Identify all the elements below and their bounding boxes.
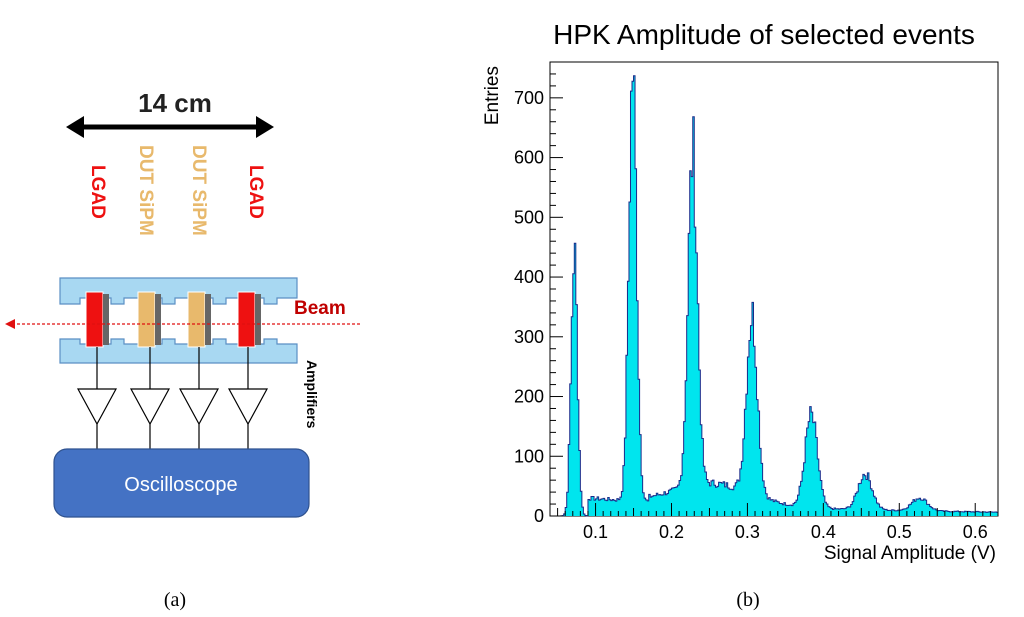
oscilloscope-label: Oscilloscope: [124, 474, 237, 496]
amplifier-1: [76, 388, 118, 426]
y-axis-ticks: 0 100 200 300 400 500 600 700: [514, 61, 563, 526]
histogram-outline: [557, 75, 998, 517]
y-tick-label: 400: [514, 267, 544, 287]
detector-label-1: LGAD: [87, 165, 108, 219]
x-tick-label: 0.1: [583, 522, 608, 542]
x-tick-label: 0.6: [963, 522, 988, 542]
oscilloscope-box: [53, 448, 310, 518]
y-tick-label: 300: [514, 327, 544, 347]
amplifier-3: [178, 388, 220, 426]
caption-b: (b): [736, 589, 759, 611]
y-tick-label: 200: [514, 387, 544, 407]
x-axis-ticks: 0.1 0.2 0.3 0.4 0.5 0.6: [557, 503, 999, 542]
y-tick-label: 0: [534, 506, 544, 526]
amplifier-4: [227, 388, 269, 426]
histogram: [557, 75, 998, 517]
amplifier-2: [129, 388, 171, 426]
x-tick-label: 0.3: [735, 522, 760, 542]
detector-label-3: DUT SiPM: [188, 145, 209, 236]
x-tick-label: 0.2: [659, 522, 684, 542]
histogram-panel: HPK Amplitude of selected events 0.1 0.2 0…: [482, 19, 999, 611]
detector-lgad-1: [85, 291, 109, 348]
scale-label: 14 cm: [138, 88, 212, 118]
y-tick-label: 600: [514, 148, 544, 168]
setup-diagram: 14 cm LGAD DUT SiPM DUT SiPM LGAD: [5, 88, 360, 611]
y-tick-label: 700: [514, 88, 544, 108]
detector-label-2: DUT SiPM: [135, 145, 156, 236]
detector-label-4: LGAD: [245, 165, 266, 219]
y-axis-label: Entries: [482, 66, 503, 125]
histogram-fill: [557, 75, 998, 516]
caption-a: (a): [164, 589, 186, 611]
amplifiers-label: Amplifiers: [304, 360, 320, 429]
x-tick-label: 0.5: [887, 522, 912, 542]
detector-sipm-2: [187, 291, 211, 348]
amplifier-chain: [76, 347, 269, 450]
y-tick-label: 100: [514, 446, 544, 466]
beam-arrow: [5, 319, 360, 329]
x-tick-label: 0.4: [811, 522, 836, 542]
x-axis-label: Signal Amplitude (V): [824, 543, 996, 564]
beam-label: Beam: [294, 298, 346, 319]
detector-sipm-1: [137, 291, 161, 348]
plot-frame: [549, 61, 999, 517]
y-tick-label: 500: [514, 207, 544, 227]
detector-lgad-2: [237, 291, 261, 348]
chart-title: HPK Amplitude of selected events: [553, 19, 975, 50]
scale-arrow: [66, 116, 274, 138]
